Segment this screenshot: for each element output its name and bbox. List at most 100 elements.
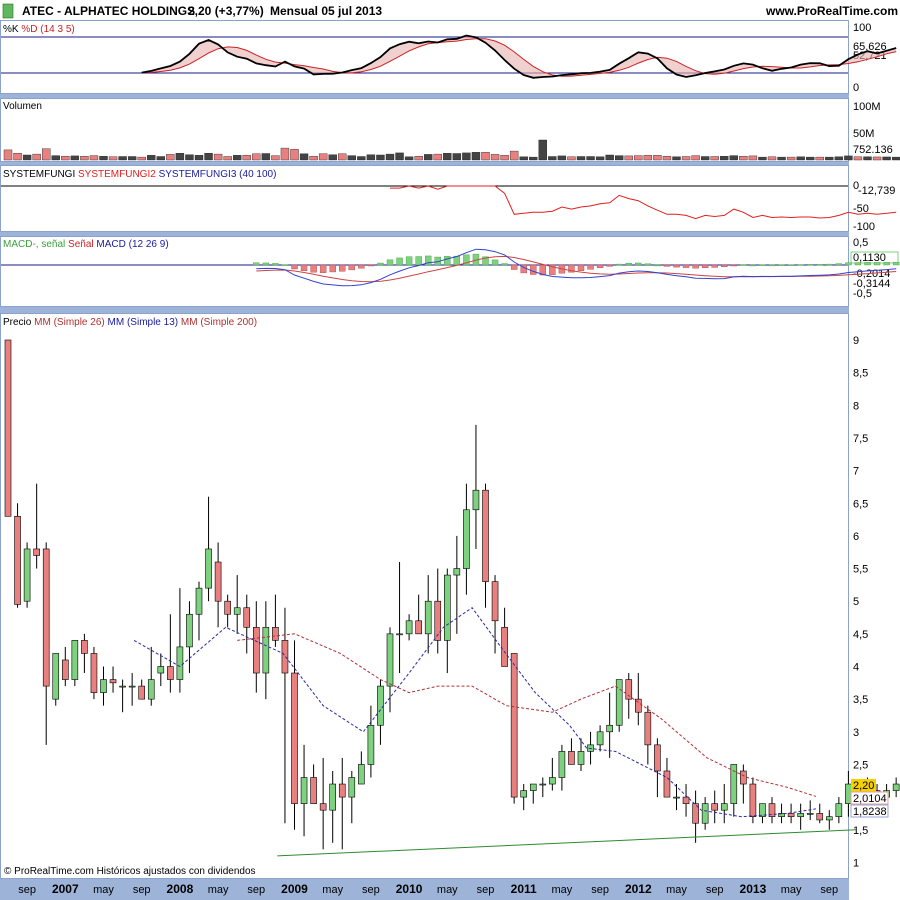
stoch-value-k: 65,626 [853,41,887,53]
volume-bar [318,153,328,161]
macd-hist-bar [300,264,308,271]
candle-body [510,653,518,798]
candle-body [14,516,21,605]
volume-bar [299,153,309,161]
stoch-d-label: %D [21,24,37,35]
macd-hist-bar [549,264,556,275]
macd-params: (12 26 9) [129,239,169,250]
candle-body [787,813,795,817]
macd-hist-bar [482,256,489,266]
volume-tick-100m: 100M [853,101,881,113]
macd-hist-bar [339,264,346,272]
header: ATEC - ALPHATEC HOLDINGS 2,20 (+3,77%) M… [2,3,898,19]
macd-hist-bar [272,263,279,266]
volume-label: Volumen [3,101,42,112]
candle-body [577,751,585,765]
volume-bar [366,154,376,161]
macd-hist-bar [281,264,289,266]
x-tick-label: sep [18,884,36,896]
volume-bar [223,156,232,161]
candle-body [224,600,231,615]
candle-body [434,600,442,641]
separator [0,232,849,236]
volume-bar [338,153,347,161]
macd-hist-bar [625,262,632,266]
macd-value-signal: -0,3144 [853,278,890,290]
candle-body [825,816,833,821]
candle [348,770,356,824]
candle-body [596,731,604,746]
macd-hist-bar [854,262,862,266]
macd-hist-bar [358,264,365,269]
candle-body [615,679,623,726]
macd-hist-bar [682,264,690,268]
volume-bar [433,153,442,161]
candle [147,646,155,706]
panel-frames [0,20,849,879]
ma26-line [237,633,817,797]
candle-body [396,633,403,636]
candle-body [377,685,384,726]
candle [539,777,547,798]
macd-hist-bar [749,264,757,267]
macd-hist-bar [768,264,776,267]
candle-body [195,587,203,615]
volume-bar [700,156,710,161]
separator [0,307,849,313]
candle-body [205,548,212,589]
price-tick-label: 8 [853,400,859,412]
systemfungi-tick-0: 0 [853,180,859,192]
header-icon [2,3,14,19]
macd-hist-bar [491,259,499,266]
volume-bar [70,155,80,161]
volume-bar [147,155,156,161]
x-tick-label: 2008 [167,882,194,896]
candle [501,607,508,667]
candle-body [214,561,222,602]
volume-bar [99,155,108,161]
candle [329,770,337,843]
volume-labels: Volumen 100M 50M 752.136 [3,101,893,156]
volume-bar [624,155,633,161]
volume-bar [720,155,729,161]
ma13-line [133,607,816,818]
x-tick-label: may [208,884,229,896]
candle [482,483,489,608]
candle [596,725,604,752]
candle-body [711,803,719,811]
volume-tick-50m: 50M [853,128,874,140]
macd-hist-bar [826,263,833,266]
volume-bar [595,156,605,161]
candle-body [358,764,365,785]
volume-value: 752.136 [853,144,893,156]
macd-hist-bar [262,262,270,266]
panel-separators [0,94,849,313]
candle [759,803,766,824]
candle [281,607,289,824]
candle [415,594,422,635]
separator [0,162,849,165]
candle-body [520,790,528,798]
ma13-value: 1,8238 [853,806,887,818]
volume-bar [872,156,882,161]
candle [768,797,776,824]
macd-hist-bar [616,263,623,266]
price-tick-label: 1 [853,857,859,869]
stoch-plot [141,34,897,79]
volume-bar [404,156,414,161]
volume-bar [204,152,213,161]
candle-body [310,777,317,804]
volume-bar [89,155,99,161]
price-tick-label: 1,5 [853,825,868,837]
macd-hist-bar [711,264,718,268]
macd-hist-bar [539,264,546,276]
stoch-fill [141,35,897,78]
macd-hist-bar [587,264,594,270]
candle-body [291,672,298,804]
candle-body [348,777,356,798]
ma26-params: (Simple 26) [54,317,105,328]
x-tick-label: sep [247,884,265,896]
candle [730,764,738,817]
candle [396,562,403,674]
separator [0,94,849,98]
